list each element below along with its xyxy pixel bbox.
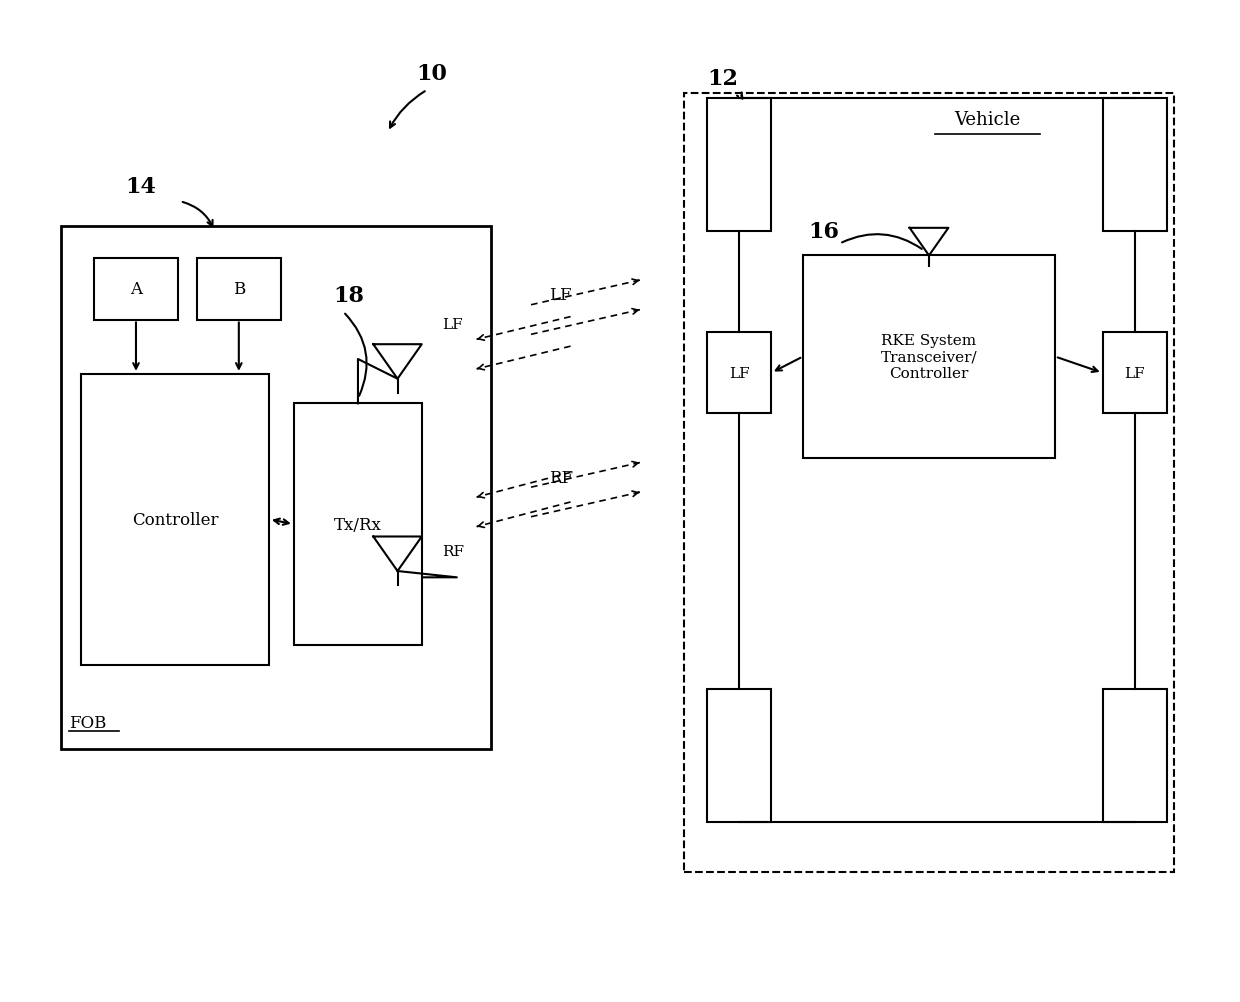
Text: RKE System
Transceiver/
Controller: RKE System Transceiver/ Controller [880,334,977,381]
Bar [1102,98,1167,231]
Bar [61,226,491,748]
Text: 18: 18 [334,285,365,307]
Text: RF: RF [548,469,573,486]
Text: 12: 12 [707,68,738,90]
Text: 10: 10 [417,63,448,85]
Text: LF: LF [549,288,572,304]
Text: 14: 14 [125,176,156,198]
Bar [197,260,280,321]
Bar [94,260,179,321]
Bar [707,333,771,414]
Text: B: B [233,282,246,299]
Text: RF: RF [441,545,464,559]
Text: LF: LF [441,319,463,332]
Text: LF: LF [729,367,749,381]
Bar [804,257,1055,458]
Text: Vehicle: Vehicle [955,111,1021,129]
Text: LF: LF [1125,367,1145,381]
Bar [81,375,269,665]
Bar [294,404,423,645]
Text: 16: 16 [808,220,839,242]
Text: FOB: FOB [69,714,107,731]
Text: A: A [130,282,143,299]
Bar [707,689,771,823]
Text: Controller: Controller [131,511,218,528]
Bar [707,98,771,231]
Bar [1102,689,1167,823]
Bar [684,93,1174,872]
Text: Tx/Rx: Tx/Rx [334,516,382,533]
Bar [1102,333,1167,414]
